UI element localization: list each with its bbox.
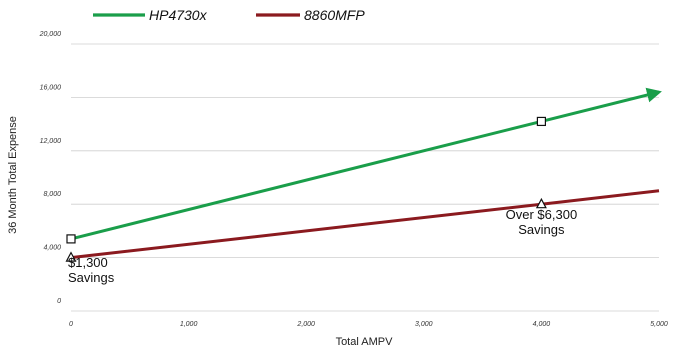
annotation-text: Savings <box>68 270 115 285</box>
y-tick-label: 0 <box>57 298 61 305</box>
y-tick-label: 20,000 <box>39 31 62 38</box>
x-tick-label: 0 <box>69 321 73 328</box>
legend: HP4730x 8860MFP <box>93 7 365 23</box>
series-lines <box>70 87 662 260</box>
square-marker <box>66 234 76 244</box>
series-line-8860mfp <box>70 189 660 260</box>
square-marker <box>536 116 547 127</box>
gridlines <box>71 43 659 312</box>
x-tick-label: 1,000 <box>180 321 198 328</box>
y-axis-tick-labels: 0 4,000 8,000 12,000 16,000 20,000 <box>39 31 62 305</box>
x-axis-title: Total AMPV <box>336 336 394 347</box>
annotation-text: $1,300 <box>68 255 108 270</box>
annotation-text: Over $6,300 <box>506 207 578 222</box>
x-tick-label: 5,000 <box>650 321 668 328</box>
legend-label: 8860MFP <box>304 7 365 23</box>
x-tick-label: 2,000 <box>296 321 315 328</box>
data-markers <box>65 116 547 262</box>
y-axis-title: 36 Month Total Expense <box>7 116 19 234</box>
y-tick-label: 12,000 <box>40 138 62 145</box>
legend-label: HP4730x <box>149 7 208 23</box>
triangle-marker <box>65 251 77 262</box>
x-tick-label: 4,000 <box>533 321 551 328</box>
y-tick-label: 4,000 <box>43 245 61 252</box>
x-tick-label: 3,000 <box>415 321 433 328</box>
annotation-text: Savings <box>518 222 565 237</box>
x-axis-tick-labels: 0 1,000 2,000 3,000 4,000 5,000 <box>69 321 668 328</box>
y-tick-label: 16,000 <box>40 84 62 91</box>
triangle-marker <box>535 197 547 209</box>
y-tick-label: 8,000 <box>43 191 61 198</box>
